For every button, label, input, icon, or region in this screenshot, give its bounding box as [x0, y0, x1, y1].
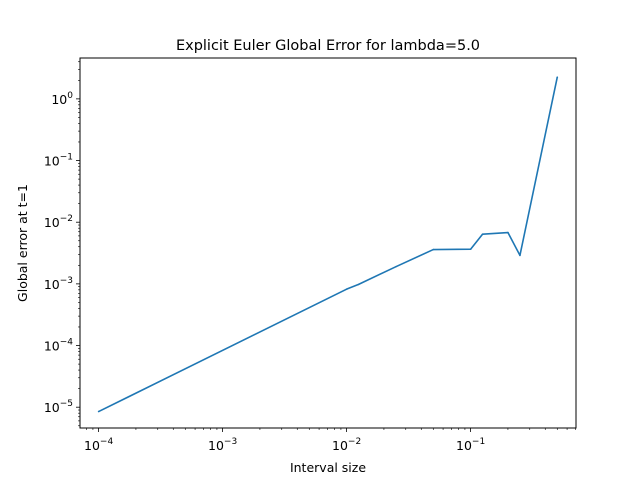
y-tick-label: 10−5	[44, 399, 73, 415]
tick-exponent: −3	[60, 276, 73, 286]
x-tick-label: 10−4	[84, 437, 113, 453]
tick-exponent: −1	[472, 437, 485, 447]
y-tick-label: 10−3	[44, 276, 73, 292]
y-tick-label: 10−4	[44, 338, 73, 354]
tick-exponent: −3	[224, 437, 237, 447]
data-point	[507, 231, 509, 234]
data-point	[432, 248, 435, 251]
tick-base: 10	[208, 438, 224, 453]
tick-exponent: −4	[100, 437, 114, 447]
chart-title: Explicit Euler Global Error for lambda=5…	[176, 38, 480, 54]
tick-base: 10	[84, 438, 100, 453]
data-point	[345, 288, 348, 290]
data-point	[357, 283, 360, 286]
axes-frame	[79, 57, 577, 429]
tick-exponent: −4	[60, 338, 74, 348]
plot-area	[97, 76, 559, 413]
data-point	[519, 254, 521, 257]
data-point	[556, 76, 559, 78]
tick-base: 10	[456, 438, 472, 453]
tick-base: 10	[44, 339, 60, 354]
data-point	[395, 265, 397, 268]
x-tick-label: 10−2	[332, 437, 361, 453]
tick-base: 10	[51, 92, 67, 107]
tick-exponent: −2	[60, 214, 73, 224]
tick-base: 10	[44, 215, 60, 230]
tick-base: 10	[44, 154, 60, 169]
y-tick-label: 10−1	[44, 153, 73, 169]
tick-base: 10	[44, 277, 60, 292]
y-tick-label: 10−2	[44, 214, 73, 230]
data-point	[97, 410, 100, 413]
tick-base: 10	[332, 438, 348, 453]
y-axis-label: Global error at t=1	[15, 184, 30, 302]
tick-exponent: −2	[348, 437, 361, 447]
data-point	[469, 248, 472, 250]
x-axis-label: Interval size	[290, 460, 366, 475]
x-tick-label: 10−1	[456, 437, 485, 453]
tick-exponent: 0	[67, 91, 73, 101]
tick-base: 10	[44, 400, 60, 415]
series-line-0	[98, 76, 559, 413]
x-tick-label: 10−3	[208, 437, 237, 453]
tick-exponent: −5	[60, 399, 73, 409]
y-tick-label: 100	[51, 91, 73, 107]
tick-exponent: −1	[60, 153, 73, 163]
data-point	[481, 233, 484, 235]
